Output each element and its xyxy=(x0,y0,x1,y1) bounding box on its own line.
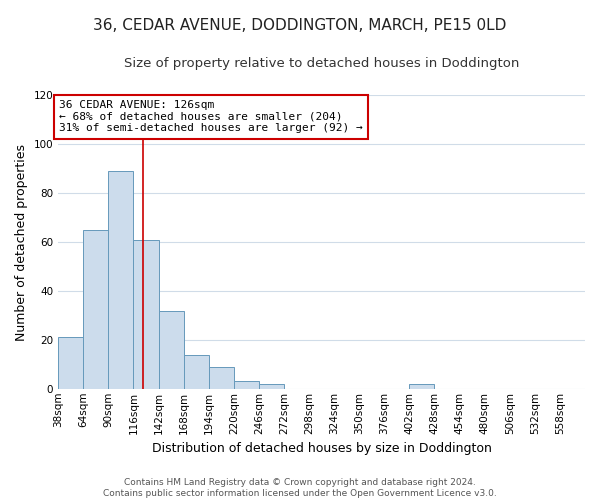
Bar xyxy=(58,338,83,389)
Title: Size of property relative to detached houses in Doddington: Size of property relative to detached ho… xyxy=(124,58,519,70)
X-axis label: Distribution of detached houses by size in Doddington: Distribution of detached houses by size … xyxy=(152,442,491,455)
Text: 36, CEDAR AVENUE, DODDINGTON, MARCH, PE15 0LD: 36, CEDAR AVENUE, DODDINGTON, MARCH, PE1… xyxy=(94,18,506,32)
Bar xyxy=(83,230,109,389)
Text: 36 CEDAR AVENUE: 126sqm
← 68% of detached houses are smaller (204)
31% of semi-d: 36 CEDAR AVENUE: 126sqm ← 68% of detache… xyxy=(59,100,363,134)
Bar xyxy=(234,382,259,389)
Y-axis label: Number of detached properties: Number of detached properties xyxy=(15,144,28,340)
Text: Contains HM Land Registry data © Crown copyright and database right 2024.
Contai: Contains HM Land Registry data © Crown c… xyxy=(103,478,497,498)
Bar xyxy=(133,240,158,389)
Bar xyxy=(409,384,434,389)
Bar xyxy=(259,384,284,389)
Bar xyxy=(109,171,133,389)
Bar xyxy=(184,354,209,389)
Bar xyxy=(209,367,234,389)
Bar xyxy=(158,310,184,389)
